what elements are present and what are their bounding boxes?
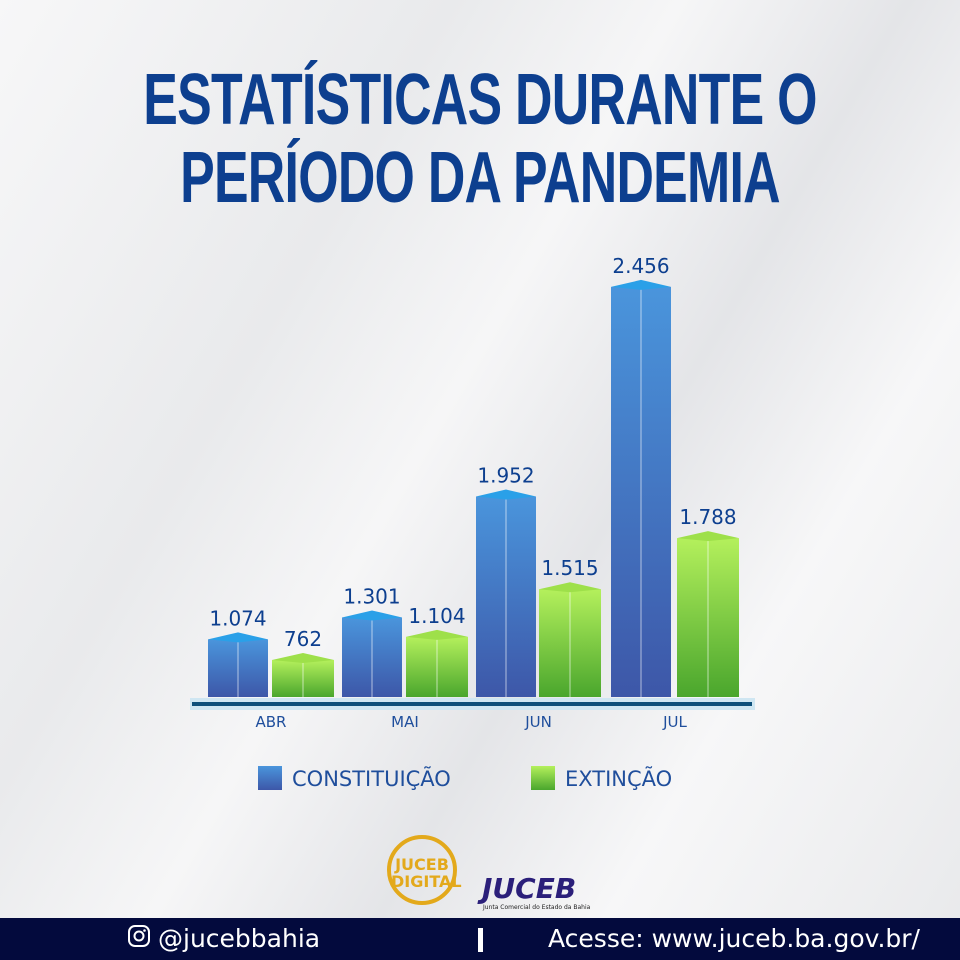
x-tick-label: MAI (391, 713, 419, 731)
x-tick-label: JUN (524, 713, 552, 731)
website-link[interactable]: Acesse: www.juceb.ba.gov.br/ (548, 924, 920, 953)
bar-top (476, 489, 536, 500)
x-tick-label: ABR (256, 713, 287, 731)
bar-top (342, 610, 402, 621)
data-label: 1.074 (209, 606, 266, 630)
legend-swatch (258, 766, 282, 790)
instagram-handle[interactable]: @jucebbahia (158, 924, 321, 953)
bar-top (272, 653, 334, 663)
bar-abr-extincao (272, 660, 334, 697)
bar-jul-extincao (677, 538, 739, 697)
title-line-2: PERÍODO DA PANDEMIA (180, 138, 781, 218)
data-label: 2.456 (612, 254, 669, 278)
data-label: 1.301 (343, 584, 400, 608)
divider (478, 928, 483, 952)
juceb-logo-subtitle: Junta Comercial do Estado da Bahia (483, 904, 591, 911)
bar-mai-extincao (406, 636, 468, 697)
juceb-logo: JUCEB (482, 872, 577, 905)
footer: @jucebbahia Acesse: www.juceb.ba.gov.br/ (0, 918, 960, 960)
data-label: 1.952 (477, 464, 534, 488)
x-tick-label: JUL (662, 713, 687, 731)
legend-label: EXTINÇÃO (565, 767, 673, 791)
baseline (192, 702, 752, 706)
data-label: 1.788 (679, 505, 736, 529)
juceb-digital-logo: JUCEB DIGITAL (387, 835, 462, 905)
legend-extincao: EXTINÇÃO (531, 766, 672, 791)
bar-abr-constituicao (208, 639, 268, 697)
instagram-icon (127, 924, 151, 955)
legend-label: CONSTITUIÇÃO (292, 767, 451, 791)
bar-mai-constituicao (342, 617, 402, 697)
data-label: 762 (284, 627, 322, 651)
bar-top (406, 629, 468, 640)
legend-constituicao: CONSTITUIÇÃO (258, 766, 451, 791)
bar-top (677, 531, 739, 542)
title-line-1: ESTATÍSTICAS DURANTE O (143, 60, 817, 140)
bar-jul-constituicao (611, 286, 671, 697)
legend-swatch (531, 766, 555, 790)
bar-jun-constituicao (476, 496, 536, 697)
data-label: 1.515 (541, 556, 598, 580)
data-label: 1.104 (408, 604, 465, 628)
bar-top (611, 279, 671, 290)
bar-top (539, 582, 601, 593)
bar-top (208, 632, 268, 643)
bar-jun-extincao (539, 589, 601, 697)
